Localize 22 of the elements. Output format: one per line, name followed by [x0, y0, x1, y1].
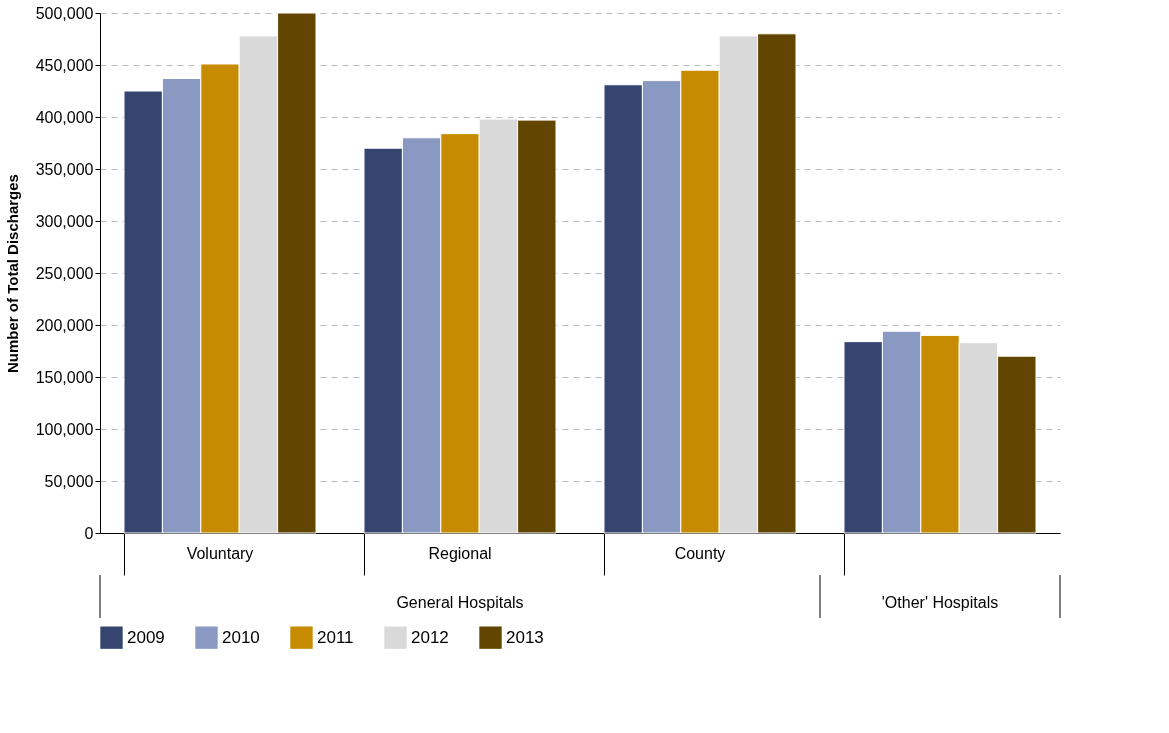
y-tick-label: 450,000	[35, 56, 94, 74]
x-tick-label: Regional	[428, 544, 492, 562]
text: General Hospitals	[396, 594, 524, 611]
y-tick-label: 50,000	[44, 472, 94, 490]
text: 'Other' Hospitals	[881, 594, 999, 611]
y-tick-label: 400,000	[35, 108, 94, 126]
legend-label: 2012	[411, 627, 449, 647]
legend-label: 2010	[222, 627, 260, 647]
y-axis-title: Number of Total Discharges	[3, 174, 21, 373]
legend-label: 2011	[317, 627, 354, 647]
y-tick-label: 200,000	[35, 316, 94, 334]
legend-label: 2009	[127, 627, 165, 647]
y-tick-label: 300,000	[35, 212, 94, 230]
y-tick-label: 150,000	[35, 368, 94, 386]
y-tick-label: 100,000	[35, 420, 94, 438]
x-tick-label: County	[674, 544, 726, 562]
y-tick-label: 250,000	[35, 264, 94, 282]
legend-label: 2013	[506, 627, 544, 647]
y-tick-label: 0	[84, 524, 94, 542]
y-tick-label: 350,000	[35, 160, 94, 178]
y-tick-label: 500,000	[35, 4, 94, 22]
x-tick-label: Voluntary	[186, 544, 254, 562]
